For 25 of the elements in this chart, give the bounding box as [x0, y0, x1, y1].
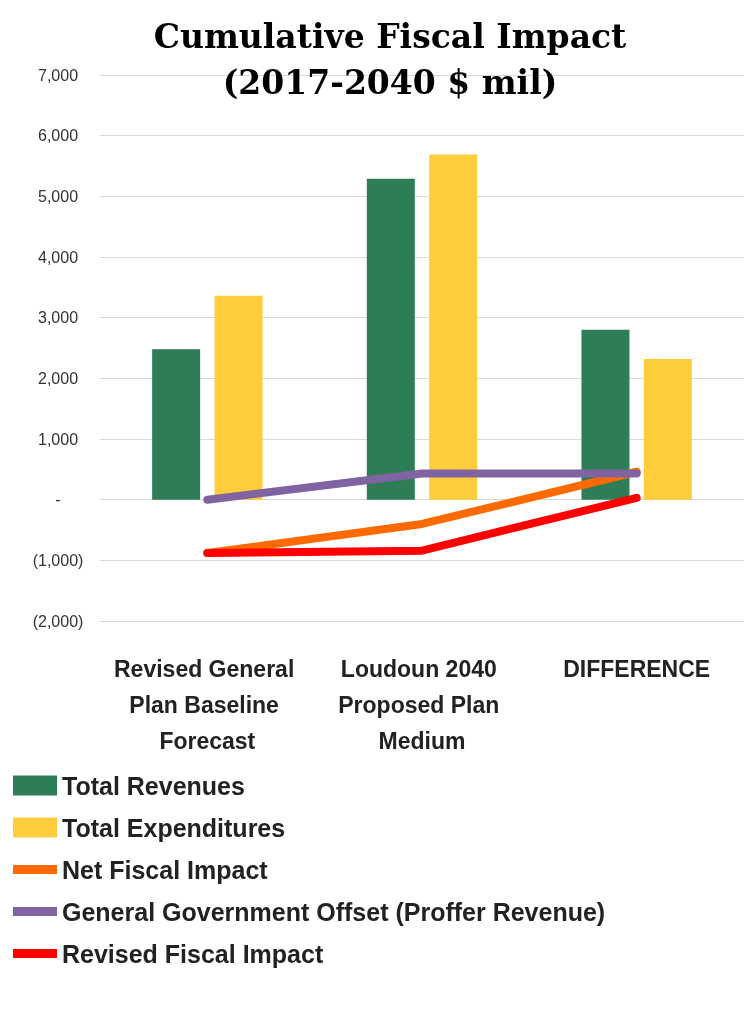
y-tick-label: 4,000: [37, 248, 79, 266]
legend-label: Total Expenditures: [62, 813, 286, 842]
legend-label: Net Fiscal Impact: [62, 855, 269, 884]
y-tick-label: 2,000: [37, 369, 79, 387]
legend-label: Revised Fiscal Impact: [62, 939, 324, 968]
bar: [429, 154, 478, 500]
y-tick-label: -: [55, 491, 61, 509]
x-tick-label: Revised General Plan Baseline Forecast: [114, 656, 301, 754]
y-tick-label: 1,000: [37, 430, 79, 448]
x-tick-label: DIFFERENCE: [563, 656, 711, 682]
bar: [152, 349, 201, 500]
bar: [581, 329, 630, 500]
bar: [214, 295, 263, 500]
x-tick-label: Loudoun 2040 Proposed Plan Medium: [338, 656, 506, 754]
y-tick-label: (1,000): [32, 551, 84, 569]
y-tick-label: 3,000: [37, 309, 79, 327]
legend-label: Total Revenues: [62, 771, 245, 800]
chart-title: Cumulative Fiscal Impact (2017-2040 $ mil): [153, 16, 628, 102]
bar: [643, 358, 692, 500]
y-tick-label: (2,000): [32, 612, 84, 630]
legend-label: General Government Offset (Proffer Revenue): [62, 897, 606, 926]
y-tick-label: 6,000: [37, 127, 79, 145]
y-tick-label: 5,000: [37, 187, 79, 205]
y-tick-label: 7,000: [37, 66, 79, 84]
bar: [366, 178, 415, 500]
